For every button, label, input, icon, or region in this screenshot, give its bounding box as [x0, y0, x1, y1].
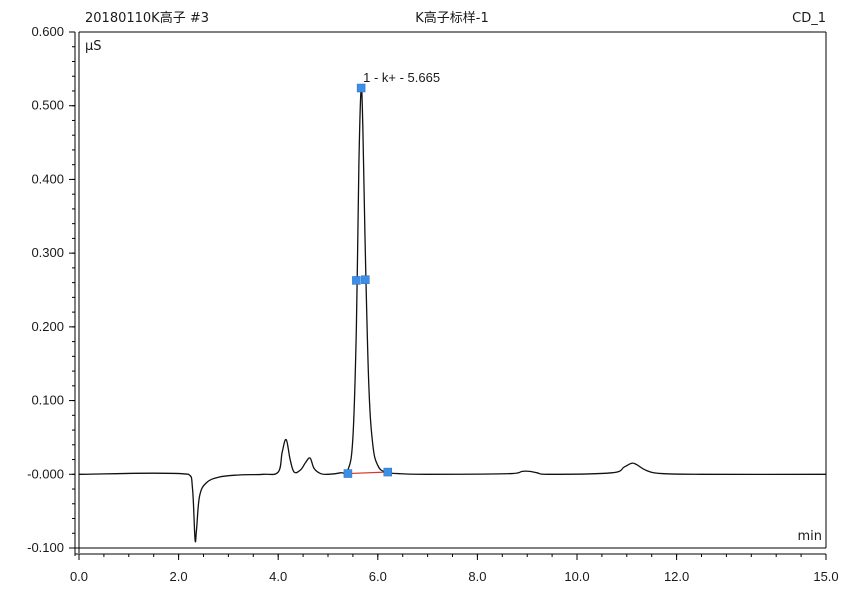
signal-line [78, 87, 827, 543]
x-tick-label: 2.0 [170, 569, 188, 584]
peak-marker [356, 83, 366, 93]
x-axis-unit-label: min [797, 529, 822, 544]
x-tick-label: 8.0 [468, 569, 486, 584]
peak-markers [343, 83, 393, 478]
chart-title: K高子标样-1 [415, 10, 489, 26]
peak-label: 1 - k+ - 5.665 [363, 70, 440, 85]
y-tick-label: 0.500 [31, 98, 64, 113]
x-tick-label: 12.0 [664, 569, 689, 584]
peak-marker [383, 467, 393, 477]
x-tick-label: 10.0 [564, 569, 589, 584]
x-tick-label: 4.0 [269, 569, 287, 584]
x-tick-label: 6.0 [369, 569, 387, 584]
y-tick-label: -0.000 [27, 466, 64, 481]
peak-marker [361, 275, 370, 284]
axis-ticks: -0.100 -0.000 0.100 0.200 0.300 0.400 0.500 0.6… [27, 24, 839, 584]
y-tick-label: -0.100 [27, 540, 64, 555]
x-tick-label: 0.0 [70, 569, 88, 584]
y-tick-label: 0.600 [31, 24, 64, 39]
y-tick-label: 0.100 [31, 393, 64, 408]
x-tick-label: 15.0 [813, 569, 838, 584]
peak-marker [352, 276, 361, 285]
peak-marker [343, 469, 353, 478]
integration-baseline-line [347, 471, 388, 475]
y-tick-label: 0.300 [31, 245, 64, 260]
y-tick-label: 0.200 [31, 319, 64, 334]
axes [74, 31, 827, 556]
sample-header-label: 20180110K高子 #3 [85, 10, 209, 26]
y-axis-unit-label: µS [85, 39, 102, 54]
y-tick-label: 0.400 [31, 171, 64, 186]
chromatogram-trace [78, 87, 827, 543]
integration-baseline [347, 471, 388, 475]
peak-annotations: 1 - k+ - 5.665 [363, 70, 440, 85]
channel-label: CD_1 [792, 11, 826, 26]
